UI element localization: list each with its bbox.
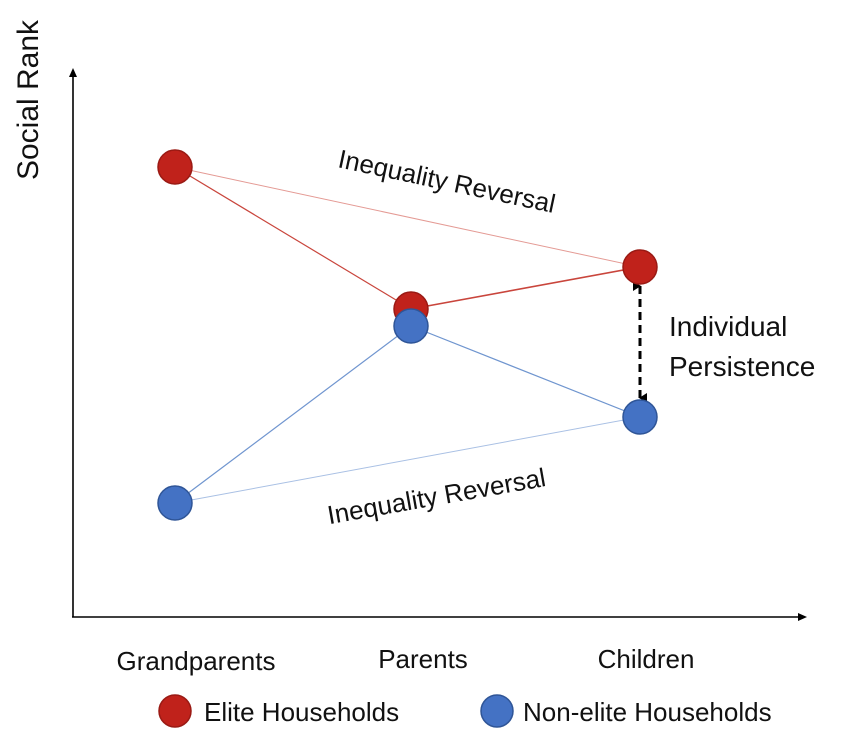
elite-line-grandparents-parents <box>174 166 412 310</box>
legend-elite-marker <box>158 694 192 728</box>
generation-label-parents: Parents <box>378 644 468 674</box>
persistence-label-line2: Persistence <box>669 351 815 382</box>
persistence-label-line1: Individual <box>669 311 787 342</box>
nonelite-line-grandparents-children <box>174 416 641 504</box>
upper-inequality-reversal-label: Inequality Reversal <box>336 144 559 219</box>
generation-label-children: Children <box>598 644 695 674</box>
nonelite-line-parents-children <box>410 325 641 418</box>
elite-line-parents-children <box>410 266 641 310</box>
nonelite-line-grandparents-parents <box>174 325 412 504</box>
legend-nonelite-marker <box>480 694 514 728</box>
y-axis-label: Social Rank <box>12 19 45 180</box>
legend-elite-label: Elite Households <box>204 697 399 727</box>
nonelite-node-children <box>622 399 658 435</box>
elite-line-grandparents-children <box>174 166 641 268</box>
legend-nonelite-label: Non-elite Households <box>523 697 772 727</box>
elite-node-grandparents <box>157 149 193 185</box>
lower-inequality-reversal-label: Inequality Reversal <box>325 462 548 530</box>
nonelite-node-parents <box>393 308 429 344</box>
legend: Elite Households Non-elite Households <box>158 694 772 728</box>
generation-label-grandparents: Grandparents <box>117 646 276 676</box>
nonelite-node-grandparents <box>157 485 193 521</box>
elite-node-children <box>622 249 658 285</box>
